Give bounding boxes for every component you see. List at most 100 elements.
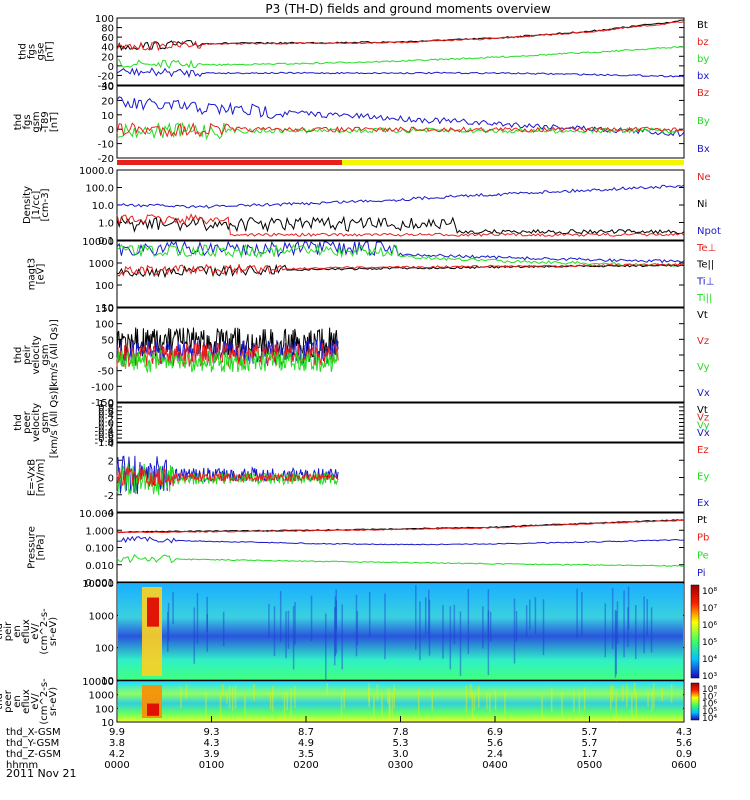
- spectrogram-streak: [646, 599, 649, 636]
- y-tick-label: 60: [101, 33, 114, 44]
- legend-entry: Ti⊥: [696, 276, 714, 287]
- y-axis-label-line: thd: [13, 414, 24, 431]
- spectrogram-streak: [583, 687, 586, 711]
- y-tick-label: -10: [98, 140, 114, 151]
- spectrogram-streak: [626, 683, 628, 708]
- x-axis-value: 3.5: [298, 749, 314, 760]
- y-tick-label: 10000: [82, 579, 114, 590]
- spectrogram-streak: [627, 607, 629, 647]
- spectrogram-streak: [477, 685, 480, 708]
- y-axis-label-line: Pressure: [27, 526, 38, 569]
- x-axis-value: 5.6: [676, 738, 692, 749]
- y-axis-label-line: gsm: [40, 344, 51, 365]
- spectrogram-streak: [615, 610, 617, 675]
- y-tick-label: 150: [95, 304, 114, 315]
- y-tick-label: -0.4: [94, 426, 114, 437]
- spectrogram-streak: [368, 688, 370, 702]
- series-line-npot: [116, 184, 685, 209]
- legend-entry: Bz: [697, 88, 709, 99]
- series-line-bz-res: [116, 122, 685, 138]
- spectrogram-streak: [615, 693, 617, 722]
- y-axis-label-line: en: [12, 695, 23, 708]
- y-axis-label-line: thd: [18, 43, 29, 60]
- x-axis-value: 5.7: [582, 738, 598, 749]
- x-axis-value: 4.2: [109, 749, 125, 760]
- legend-entry: Vy: [697, 362, 710, 373]
- spectrogram-streak: [469, 684, 472, 698]
- spectrogram-streak: [471, 691, 474, 719]
- x-axis-value: 4.9: [298, 738, 314, 749]
- spectrogram-streak: [542, 599, 545, 656]
- x-axis-value: 5.6: [487, 738, 503, 749]
- spectrogram-streak: [283, 692, 286, 722]
- spectrogram-peak: [147, 703, 159, 716]
- spectrogram-streak: [325, 613, 327, 682]
- series-line-te-perp: [116, 263, 685, 277]
- legend-entry: Vt: [697, 310, 708, 321]
- series-line-pt: [116, 519, 685, 533]
- spectrogram-streak: [661, 687, 663, 701]
- spectrogram-streak: [487, 589, 490, 637]
- spectrogram-streak: [487, 610, 490, 676]
- spectrogram-streak: [525, 605, 528, 637]
- y-tick-label: 20: [101, 52, 114, 63]
- series-line-vz: [116, 341, 339, 368]
- series-line-bt: [116, 19, 685, 52]
- colorbar-label: 10⁴: [702, 714, 717, 724]
- spectrogram-streak: [368, 591, 371, 637]
- spectrogram-streak: [486, 692, 488, 710]
- spectrogram-streak: [335, 600, 338, 654]
- y-tick-label: -20: [98, 71, 114, 82]
- spectrogram-streak: [333, 606, 336, 666]
- y-axis-label-line: [nPa]: [36, 534, 47, 560]
- y-axis-label-line: magt3: [27, 258, 38, 291]
- colorbar-label: 10⁸: [702, 587, 717, 597]
- spectrogram-streak: [561, 691, 563, 716]
- spectrogram-streak: [424, 597, 427, 634]
- y-tick-label: 0.4: [98, 411, 114, 422]
- y-axis-label: magt3[eV]: [27, 258, 47, 291]
- spectrogram-streak: [343, 688, 345, 709]
- panel-frame: [116, 17, 685, 86]
- x-axis-value: 9.3: [204, 727, 220, 738]
- legend-entry: Vt: [697, 405, 708, 416]
- spectrogram-streak: [453, 604, 456, 645]
- spectrogram-streak: [285, 611, 287, 659]
- y-axis-label-line: sr-eV): [48, 617, 59, 646]
- colorbar-label: 10⁴: [702, 655, 717, 665]
- y-tick-label: -150: [91, 398, 114, 409]
- panel-2: thdfgsgsm-T89[nT] 30 20 10 0 -10 -20 Bz By Bx: [13, 82, 710, 165]
- spectrogram-streak: [310, 595, 313, 642]
- spectrogram-peak: [147, 597, 159, 627]
- spectrogram-streak: [219, 694, 222, 720]
- x-axis-value: 3.8: [109, 738, 125, 749]
- y-axis-label-line: thd: [13, 347, 24, 364]
- spectrogram-streak: [294, 602, 296, 645]
- series-line-by-res: [116, 122, 685, 141]
- spectrogram-streak: [482, 606, 484, 649]
- y-axis-label-line: eV/: [30, 693, 41, 710]
- series-line-bz: [116, 20, 685, 52]
- spectrogram-streak: [417, 689, 420, 715]
- y-tick-label: 1.000: [85, 526, 114, 537]
- y-tick-label: -1.0: [94, 438, 114, 449]
- spectrogram-streak: [326, 683, 328, 696]
- x-axis-value: 2.4: [487, 749, 503, 760]
- x-axis-value: 4.3: [676, 727, 692, 738]
- x-axis-value: 7.8: [393, 727, 409, 738]
- y-tick-label: 100: [95, 281, 114, 292]
- series-line-by: [116, 46, 685, 70]
- spectrogram-streak: [513, 598, 516, 664]
- y-axis-label-line: sr-eV): [48, 687, 59, 716]
- legend-entry: by: [697, 54, 709, 65]
- y-tick-label: 100: [95, 704, 114, 715]
- legend-entry: Te⊥: [696, 243, 716, 254]
- series-line-ne: [116, 213, 685, 237]
- y-tick-label: 0.100: [85, 544, 114, 555]
- spectrogram-streak: [633, 683, 636, 698]
- legend-entry: By: [697, 116, 710, 127]
- spectrogram-streak: [368, 683, 370, 707]
- legend-entry: Pt: [697, 515, 707, 526]
- spectrogram-streak: [631, 694, 633, 718]
